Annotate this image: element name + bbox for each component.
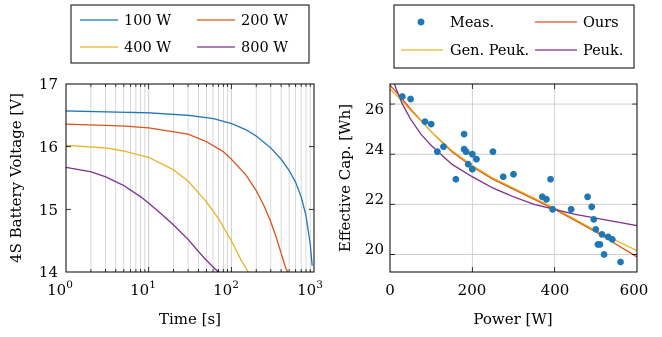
- left-plot-frame: [65, 83, 315, 273]
- measurement-point: [398, 93, 406, 100]
- left-y-axis-label: 4S Battery Voltage [V]: [7, 93, 25, 263]
- measurement-point: [452, 175, 460, 183]
- right-y-axis-label: Effective Cap. [Wh]: [336, 104, 354, 252]
- measurement-point: [549, 205, 557, 213]
- right-ytick-label: 22: [365, 190, 384, 208]
- measurement-point: [588, 203, 596, 211]
- legend-label-200w: 200 W: [241, 13, 288, 29]
- right-ytick-label: 20: [365, 240, 384, 258]
- left-xtick-label: 100: [47, 279, 73, 299]
- measurement-point: [464, 160, 472, 168]
- left-ytick-label: 15: [39, 201, 58, 219]
- measurement-point: [460, 130, 468, 138]
- legend-label-gen-peuk: Gen. Peuk.: [450, 43, 529, 59]
- legend-label-100w: 100 W: [124, 13, 171, 29]
- right-ticks: [389, 84, 638, 272]
- right-ytick-label: 26: [365, 100, 384, 118]
- legend-swatch-meas: [417, 18, 425, 26]
- measurement-point: [592, 225, 600, 233]
- measurement-point: [598, 231, 606, 238]
- measurement-point: [584, 193, 591, 201]
- measurement-point: [468, 150, 476, 158]
- legend-label-ours: Ours: [583, 15, 619, 31]
- measurement-point: [489, 148, 497, 156]
- right-xtick-label: 400: [541, 281, 570, 299]
- measurement-point: [510, 170, 517, 178]
- right-ytick-label: 24: [365, 140, 384, 158]
- legend-label-800w: 800 W: [241, 40, 288, 56]
- measurement-point: [567, 205, 575, 213]
- right-legend-box: [393, 4, 635, 69]
- right-series-line-ours: [390, 84, 637, 258]
- legend-label-400w: 400 W: [124, 40, 171, 56]
- legend-label-meas: Meas.: [450, 15, 494, 31]
- left-xtick-label: 102: [213, 279, 239, 299]
- left-xtick-label: 103: [297, 279, 323, 299]
- measurement-point: [547, 175, 554, 183]
- measurement-point: [462, 148, 470, 156]
- left-series-line-400w: [66, 144, 249, 272]
- measurement-point: [427, 120, 435, 128]
- right-xtick-label: 600: [620, 281, 649, 299]
- right-plot-frame: [389, 83, 638, 273]
- measurement-point: [543, 195, 550, 203]
- measurement-point: [499, 173, 507, 181]
- left-legend-box: [70, 4, 310, 64]
- measurement-point: [433, 148, 441, 156]
- left-chart: 100 101 102 103 14 15 16 17 Time [s] 4S …: [7, 4, 323, 328]
- right-legend: Meas. Ours Gen. Peuk. Peuk.: [393, 4, 635, 69]
- left-ticks: [65, 83, 314, 273]
- left-x-axis-label: Time [s]: [159, 310, 221, 328]
- measurement-point: [473, 155, 480, 163]
- legend-label-peuk: Peuk.: [583, 43, 623, 59]
- left-ytick-label: 17: [39, 75, 58, 93]
- right-series-line-gen-peuk: [390, 88, 637, 252]
- right-series-group: [390, 84, 637, 258]
- right-xtick-label: 0: [385, 281, 395, 299]
- left-series-line-100w: [66, 110, 313, 266]
- measurement-point: [468, 165, 476, 173]
- left-ytick-label: 16: [39, 138, 58, 156]
- measurement-point: [617, 258, 624, 266]
- left-legend: 100 W 200 W 400 W 800 W: [70, 4, 310, 64]
- right-points-group: [398, 93, 624, 266]
- left-series-group: [66, 110, 313, 272]
- measurement-point: [590, 215, 598, 223]
- measurement-point: [407, 95, 414, 103]
- right-series-line-peuk: [393, 84, 637, 227]
- measurement-point: [608, 236, 616, 243]
- measurement-point: [596, 241, 604, 248]
- measurement-point: [600, 251, 608, 258]
- measurement-point: [421, 118, 429, 125]
- left-ytick-label: 14: [39, 263, 58, 281]
- left-series-line-800w: [66, 166, 219, 272]
- left-xtick-label: 101: [130, 279, 156, 299]
- measurement-point: [440, 143, 447, 151]
- right-x-axis-label: Power [W]: [473, 310, 552, 328]
- left-series-line-200w: [66, 123, 289, 272]
- right-xtick-label: 200: [458, 281, 487, 299]
- right-chart: 0 200 400 600 20 22 24 26 Power [W] Effe…: [336, 4, 649, 328]
